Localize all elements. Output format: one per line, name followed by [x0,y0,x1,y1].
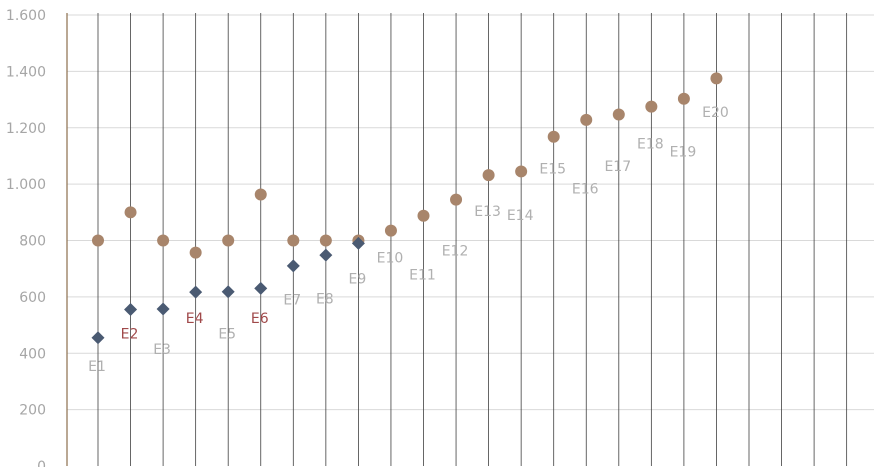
data-label: E1 [88,359,106,375]
data-label: E19 [670,145,697,161]
circle-point [92,234,104,247]
circle-point [515,165,528,178]
circle-point [645,100,658,113]
horizontal-gridlines [67,14,874,411]
circle-point [124,206,137,219]
circle-point [189,246,202,259]
data-label: E2 [121,327,139,343]
y-tick-label: 1.200 [6,121,46,137]
y-tick-label: 400 [19,346,46,362]
diamond-point [254,281,268,295]
diamond-point [124,303,138,317]
circle-point [287,234,300,247]
diamond-point [319,248,333,262]
circle-point [157,234,170,247]
data-label: E10 [377,250,404,266]
data-points [91,72,723,345]
data-label: E4 [186,311,204,327]
data-label: E16 [572,181,599,197]
data-label: E13 [474,204,501,220]
data-label: E6 [251,311,269,327]
data-label: E14 [507,208,534,224]
data-label: E5 [218,327,236,343]
y-tick-label: 1.600 [6,8,46,24]
diamond-point [156,302,170,316]
diamond-point [91,331,105,345]
circle-point [580,113,593,126]
data-label: E7 [283,293,301,309]
vertical-gridlines [97,13,848,466]
y-tick-label: 200 [19,403,46,419]
circle-point [547,130,560,143]
diamond-point [189,285,203,299]
y-tick-labels: 0 200 400 600 800 1.000 1.200 1.400 1.600 [6,8,46,467]
data-label: E20 [702,105,729,121]
circle-point [612,108,625,121]
circle-point [710,72,723,85]
diamond-point [221,285,235,299]
data-label: E9 [349,272,367,288]
y-tick-label: 1.000 [6,177,46,193]
y-tick-label: 600 [19,290,46,306]
data-label: E15 [539,162,566,178]
y-tick-label: 0 [37,459,46,467]
data-label: E3 [153,342,171,358]
data-label: E18 [637,136,664,152]
circle-point [222,234,235,247]
circle-point [417,209,430,222]
circle-point [254,188,267,201]
data-labels: E1 E2 E3 E4 E5 E6 E7 E8 E9 E10 E11 E12 E13 E14 E15 E16 E… [88,105,729,375]
data-label: E12 [442,243,469,259]
circle-point [482,169,495,182]
circle-point [450,193,463,206]
circle-point [677,92,690,105]
diamond-point [351,236,365,250]
data-label: E8 [316,291,334,307]
diamond-point [286,259,300,273]
y-tick-label: 800 [19,234,46,250]
data-label: E17 [604,159,631,175]
y-tick-label: 1.400 [6,64,46,80]
circle-point [319,234,332,247]
data-label: E11 [409,267,436,283]
circle-point [384,224,397,237]
